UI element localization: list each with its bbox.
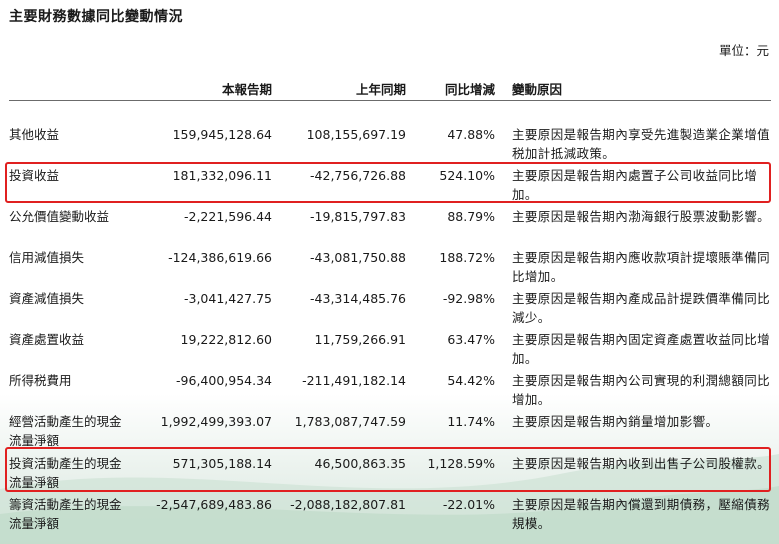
row-change-percent: 524.10% [439,168,495,183]
row-reason: 主要原因是報告期內應收款項計提壞賬準備同比增加。 [512,250,771,284]
row-previous-value: -42,756,726.88 [310,168,406,183]
row-change-percent: -92.98% [442,291,495,306]
row-change-percent: 63.47% [447,332,495,347]
page-title: 主要財務數據同比變動情況 [9,9,183,25]
row-name: 籌資活動產生的現金流量淨額 [9,497,122,531]
row-reason: 主要原因是報告期內享受先進製造業企業增值税加計抵減政策。 [512,127,771,161]
row-previous-value: 108,155,697.19 [306,127,406,142]
highlight-box-investing-cash-flow [5,447,771,492]
row-name: 資產處置收益 [9,332,85,347]
row-reason: 主要原因是報告期內固定資產處置收益同比增加。 [512,332,771,366]
row-reason: 主要原因是報告期內公司實現的利潤總額同比增加。 [512,373,771,407]
row-current-value: -2,221,596.44 [183,209,272,224]
row-change-percent: 54.42% [447,373,495,388]
row-change-percent: -22.01% [442,497,495,512]
row-reason: 主要原因是報告期內銷量增加影響。 [512,414,719,429]
row-name: 公允價值變動收益 [9,209,110,224]
header-previous-period: 上年同期 [355,82,406,97]
row-reason: 主要原因是報告期內償還到期債務，壓縮債務規模。 [512,497,771,531]
row-name: 信用減值損失 [9,250,85,265]
header-divider [9,100,771,101]
row-previous-value: 11,759,266.91 [314,332,406,347]
row-change-percent: 88.79% [447,209,495,224]
row-change-percent: 47.88% [447,127,495,142]
row-current-value: 181,332,096.11 [172,168,272,183]
header-reason: 變動原因 [512,82,563,97]
row-change-percent: 11.74% [447,414,495,429]
background-wave [0,454,779,544]
row-current-value: -96,400,954.34 [176,373,272,388]
row-reason: 主要原因是報告期內渤海銀行股票波動影響。 [512,209,771,224]
row-previous-value: -2,088,182,807.81 [290,497,406,512]
row-name: 投資收益 [9,168,60,183]
row-change-percent: 188.72% [439,250,495,265]
row-change-percent: 1,128.59% [427,456,495,471]
row-previous-value: -211,491,182.14 [302,373,406,388]
row-previous-value: -43,081,750.88 [310,250,406,265]
row-reason: 主要原因是報告期內處置子公司收益同比增加。 [512,168,758,202]
row-name: 經營活動產生的現金流量淨額 [9,414,122,448]
header-change: 同比增減 [444,82,495,97]
unit-label: 單位：元 [718,43,769,58]
row-previous-value: 1,783,087,747.59 [294,414,406,429]
row-previous-value: 46,500,863.35 [314,456,406,471]
row-current-value: 159,945,128.64 [172,127,272,142]
row-name: 所得税費用 [9,373,72,388]
row-name: 投資活動產生的現金流量淨額 [9,456,122,490]
row-name: 資產減值損失 [9,291,85,306]
row-current-value: -3,041,427.75 [183,291,272,306]
row-previous-value: -19,815,797.83 [310,209,406,224]
row-current-value: 1,992,499,393.07 [160,414,272,429]
highlight-box-investment-income [5,162,771,203]
row-current-value: -2,547,689,483.86 [156,497,272,512]
row-name: 其他收益 [9,127,60,142]
row-current-value: 571,305,188.14 [172,456,272,471]
row-current-value: -124,386,619.66 [168,250,272,265]
row-reason: 主要原因是報告期內產成品計提跌價準備同比減少。 [512,291,771,325]
row-previous-value: -43,314,485.76 [310,291,406,306]
row-current-value: 19,222,812.60 [180,332,272,347]
row-reason: 主要原因是報告期內收到出售子公司股權款。 [512,456,771,471]
header-current-period: 本報告期 [221,82,272,97]
